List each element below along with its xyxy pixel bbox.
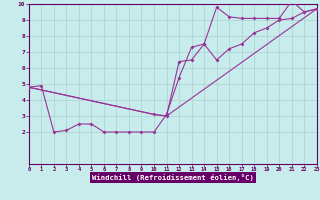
X-axis label: Windchill (Refroidissement éolien,°C): Windchill (Refroidissement éolien,°C) <box>92 174 254 181</box>
